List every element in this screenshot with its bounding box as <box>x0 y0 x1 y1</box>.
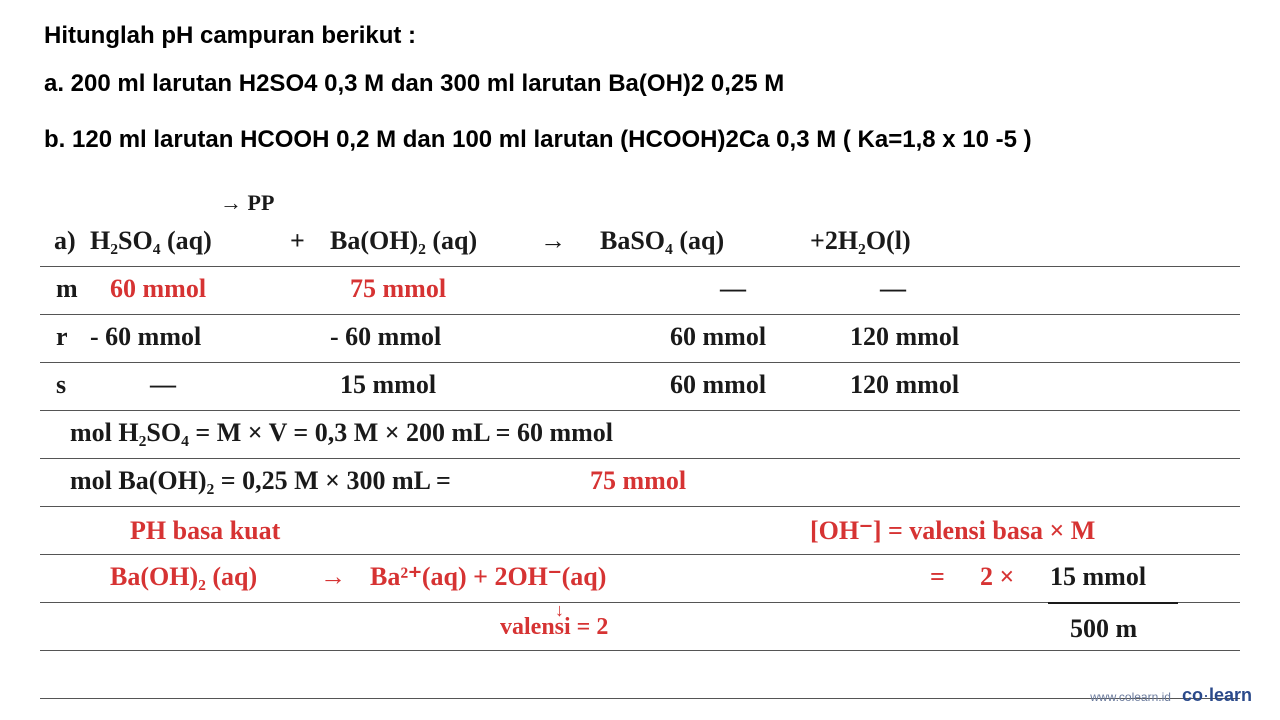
dissoc-right: Ba²⁺(aq) + 2OH⁻(aq) <box>370 562 606 592</box>
calc-mol-h2so4: mol H₂SO₄ = M × V = 0,3 M × 200 mL = 60 … <box>70 418 613 448</box>
rule-line <box>40 698 1240 699</box>
eq-plus-1: + <box>290 226 305 256</box>
question-item-a: a. 200 ml larutan H2SO4 0,3 M dan 300 ml… <box>44 70 784 98</box>
rule-line <box>40 650 1240 651</box>
oh-denominator: 500 m <box>1070 614 1137 644</box>
row-s-v1: — <box>150 370 176 400</box>
row-r-v3: 60 mmol <box>670 322 766 352</box>
row-r-v4: 120 mmol <box>850 322 959 352</box>
footer-co: co <box>1182 685 1203 705</box>
fraction-line <box>1048 602 1178 604</box>
oh-numerator: 15 mmol <box>1050 562 1146 592</box>
calc-mol-baoh2-b: 75 mmol <box>590 466 686 496</box>
eq-h2o: +2H₂O(l) <box>810 226 911 256</box>
footer-learn: learn <box>1209 685 1252 705</box>
row-r-v2: - 60 mmol <box>330 322 441 352</box>
ph-basa-kuat: PH basa kuat <box>130 516 280 546</box>
footer-url: www.colearn.id <box>1090 690 1171 704</box>
row-s-v3: 60 mmol <box>670 370 766 400</box>
row-m-label: m <box>56 274 78 304</box>
eq-h2so4: H₂SO₄ (aq) <box>90 226 212 256</box>
row-r-label: r <box>56 322 68 352</box>
valensi-label: valensi = 2 <box>500 614 608 641</box>
eq-a-label: a) <box>54 226 76 256</box>
row-s-v4: 120 mmol <box>850 370 959 400</box>
question-item-b: b. 120 ml larutan HCOOH 0,2 M dan 100 ml… <box>44 126 1032 154</box>
footer-brand: www.colearn.id co·learn <box>1090 685 1252 706</box>
row-m-v3: — <box>720 274 746 304</box>
row-m-v1: 60 mmol <box>110 274 206 304</box>
rule-line <box>40 410 1240 411</box>
eq-baso4: BaSO₄ (aq) <box>600 226 724 256</box>
rule-line <box>40 314 1240 315</box>
row-s-label: s <box>56 370 66 400</box>
rule-line <box>40 554 1240 555</box>
row-m-v2: 75 mmol <box>350 274 446 304</box>
row-m-v4: — <box>880 274 906 304</box>
eq-baoh2: Ba(OH)₂ (aq) <box>330 226 477 256</box>
eq-arrow: → <box>540 226 566 256</box>
oh-formula: [OH⁻] = valensi basa × M <box>810 516 1095 546</box>
dissoc-left: Ba(OH)₂ (aq) <box>110 562 257 592</box>
oh-eq: = <box>930 562 945 592</box>
pp-note: → PP <box>220 190 274 216</box>
dissoc-arrow: → <box>320 562 346 592</box>
rule-line <box>40 362 1240 363</box>
rule-line <box>40 458 1240 459</box>
question-title: Hitunglah pH campuran berikut : <box>44 22 416 50</box>
oh-two-times: 2 × <box>980 562 1014 592</box>
row-s-v2: 15 mmol <box>340 370 436 400</box>
rule-line <box>40 506 1240 507</box>
rule-line <box>40 266 1240 267</box>
row-r-v1: - 60 mmol <box>90 322 201 352</box>
calc-mol-baoh2-a: mol Ba(OH)₂ = 0,25 M × 300 mL = <box>70 466 451 496</box>
